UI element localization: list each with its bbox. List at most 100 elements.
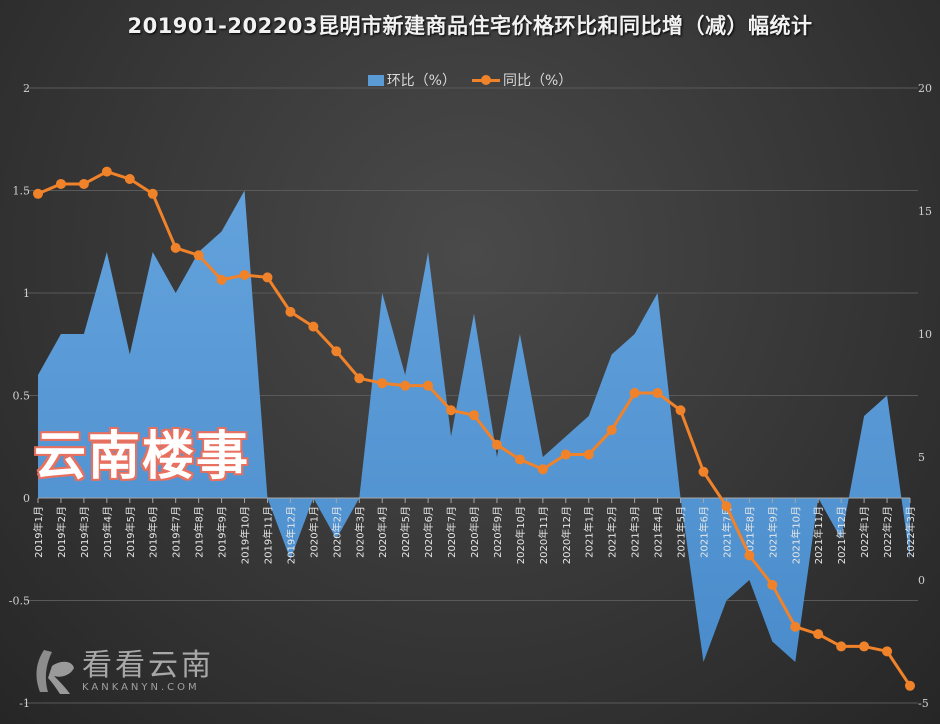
- line-data-point[interactable]: [583, 449, 594, 460]
- x-tick-label: 2021年12月: [835, 506, 848, 564]
- x-tick-label: 2020年6月: [422, 506, 435, 558]
- x-tick-label: 2019年11月: [261, 506, 274, 564]
- kankan-logo-icon: [36, 650, 74, 694]
- line-data-point[interactable]: [377, 378, 388, 389]
- x-tick-label: 2021年9月: [766, 506, 779, 558]
- line-data-point[interactable]: [147, 188, 158, 199]
- x-tick-label: 2020年2月: [330, 506, 343, 558]
- x-tick-label: 2019年2月: [55, 506, 68, 558]
- line-data-point[interactable]: [55, 178, 66, 189]
- y-left-tick-label: 0.5: [13, 390, 31, 403]
- line-data-point[interactable]: [170, 242, 181, 253]
- chart-legend: 环比（%） 同比（%）: [0, 70, 940, 90]
- line-data-point[interactable]: [262, 272, 273, 283]
- x-tick-label: 2022年1月: [858, 506, 871, 558]
- y-left-tick-label: 0: [23, 492, 30, 505]
- watermark-logo-en: KANKANYN.COM: [82, 681, 200, 693]
- x-tick-label: 2019年1月: [32, 506, 45, 558]
- x-tick-label: 2021年4月: [652, 506, 665, 558]
- y-left-tick-label: 1.5: [13, 185, 31, 198]
- x-tick-label: 2020年7月: [445, 506, 458, 558]
- x-tick-label: 2019年5月: [124, 506, 137, 558]
- x-tick-label: 2019年9月: [216, 506, 229, 558]
- line-data-point[interactable]: [606, 424, 617, 435]
- x-tick-label: 2022年3月: [904, 506, 917, 558]
- line-data-point[interactable]: [629, 388, 640, 399]
- line-marker-swatch-icon: [472, 74, 500, 86]
- line-data-point[interactable]: [491, 439, 502, 450]
- x-tick-label: 2020年12月: [560, 506, 573, 564]
- line-data-point[interactable]: [859, 641, 870, 652]
- line-data-point[interactable]: [537, 464, 548, 475]
- y-right-tick-label: 20: [918, 82, 932, 95]
- watermark-logo-cn: 看看云南: [82, 647, 214, 683]
- legend-item-tongbi[interactable]: 同比（%）: [472, 70, 572, 90]
- legend-label-tongbi: 同比（%）: [503, 73, 573, 89]
- area-series-huanbi: [38, 190, 910, 662]
- x-tick-label: 2020年3月: [353, 506, 366, 558]
- line-data-point[interactable]: [882, 646, 893, 657]
- x-tick-label: 2021年11月: [812, 506, 825, 564]
- y-right-tick-label: 5: [918, 451, 925, 464]
- x-tick-label: 2019年7月: [170, 506, 183, 558]
- x-tick-label: 2020年5月: [399, 506, 412, 558]
- line-data-point[interactable]: [767, 579, 778, 590]
- x-tick-label: 2021年7月: [720, 506, 733, 558]
- x-tick-label: 2021年3月: [629, 506, 642, 558]
- x-tick-label: 2021年10月: [789, 506, 802, 564]
- line-data-point[interactable]: [216, 274, 227, 285]
- line-data-point[interactable]: [285, 306, 296, 317]
- x-tick-label: 2020年4月: [376, 506, 389, 558]
- x-tick-label: 2020年9月: [491, 506, 504, 558]
- line-data-point[interactable]: [560, 449, 571, 460]
- line-data-point[interactable]: [652, 388, 663, 399]
- chart-title: 201901-202203昆明市新建商品住宅价格环比和同比增（减）幅统计: [127, 14, 813, 38]
- x-tick-label: 2019年4月: [101, 506, 114, 558]
- line-data-point[interactable]: [836, 641, 847, 652]
- line-data-point[interactable]: [400, 380, 411, 391]
- x-tick-label: 2019年10月: [239, 506, 252, 564]
- line-data-point[interactable]: [813, 629, 824, 640]
- line-data-point[interactable]: [101, 166, 112, 177]
- x-tick-label: 2020年11月: [537, 506, 550, 564]
- line-data-point[interactable]: [354, 373, 365, 384]
- y-right-tick-label: 15: [918, 205, 932, 218]
- x-tick-label: 2019年6月: [147, 506, 160, 558]
- line-data-point[interactable]: [790, 621, 801, 632]
- y-left-tick-label: 2: [23, 82, 30, 95]
- x-tick-label: 2020年1月: [307, 506, 320, 558]
- line-data-point[interactable]: [423, 380, 434, 391]
- x-tick-label: 2021年8月: [743, 506, 756, 558]
- watermark-yunnan-loushi: 云南楼事: [32, 426, 251, 489]
- line-data-point[interactable]: [721, 501, 732, 512]
- y-right-tick-label: 0: [918, 574, 925, 587]
- x-tick-label: 2019年8月: [193, 506, 206, 558]
- line-data-point[interactable]: [78, 178, 89, 189]
- line-data-point[interactable]: [469, 410, 479, 421]
- y-left-tick-label: -0.5: [9, 595, 30, 608]
- line-data-point[interactable]: [193, 250, 204, 261]
- line-data-point[interactable]: [239, 269, 250, 280]
- line-data-point[interactable]: [124, 174, 135, 185]
- line-data-point[interactable]: [698, 466, 709, 477]
- x-tick-label: 2020年10月: [514, 506, 527, 564]
- watermark-kankanyn: 看看云南 KANKANYN.COM: [30, 646, 214, 696]
- legend-item-huanbi[interactable]: 环比（%）: [367, 70, 456, 90]
- legend-label-huanbi: 环比（%）: [386, 73, 456, 89]
- y-right-tick-label: -5: [918, 697, 929, 710]
- y-right-tick-label: 10: [918, 328, 932, 341]
- line-data-point[interactable]: [744, 550, 755, 561]
- line-data-point[interactable]: [331, 346, 342, 357]
- line-data-point[interactable]: [446, 405, 457, 416]
- x-tick-label: 2021年2月: [606, 506, 619, 558]
- line-data-point[interactable]: [905, 680, 915, 691]
- line-data-point[interactable]: [514, 454, 525, 465]
- x-tick-label: 2019年12月: [284, 506, 297, 564]
- x-tick-label: 2021年5月: [675, 506, 688, 558]
- x-tick-label: 2019年3月: [78, 506, 91, 558]
- line-data-point[interactable]: [308, 321, 319, 332]
- x-tick-label: 2021年1月: [583, 506, 596, 558]
- line-data-point[interactable]: [33, 188, 43, 199]
- line-data-point[interactable]: [675, 405, 686, 416]
